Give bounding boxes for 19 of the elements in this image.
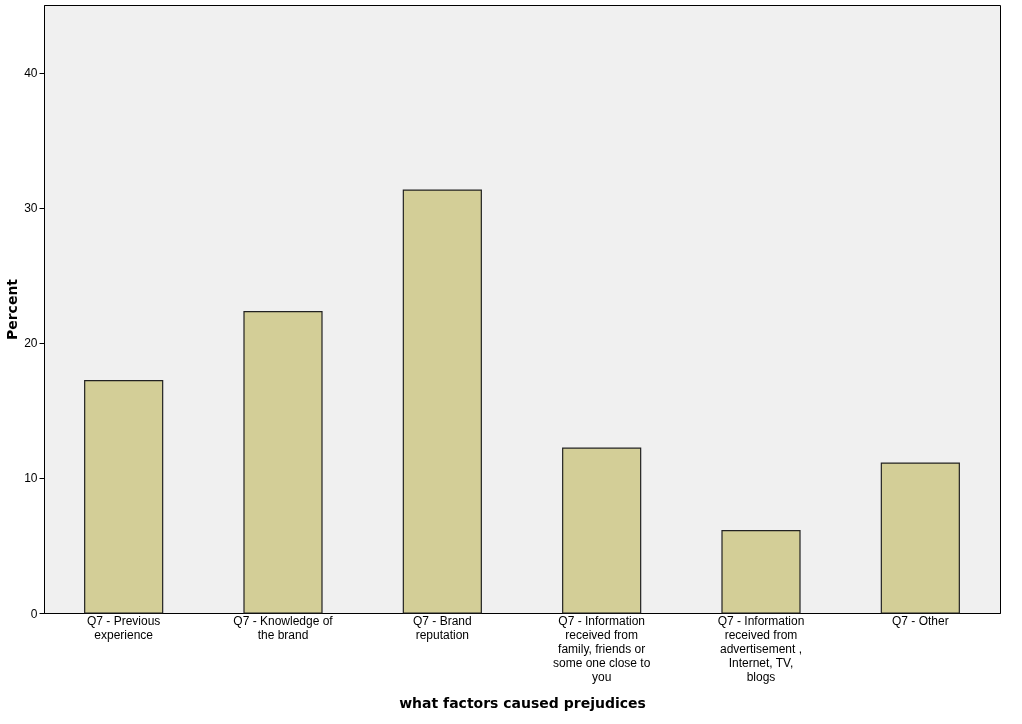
x-tick-label: Q7 - Information received from advertisement , Internet, TV, blogs [717,613,805,684]
y-tick-label: 40 [24,66,38,81]
bar [402,189,482,614]
x-axis-title: what factors caused prejudices [399,694,646,711]
bar [84,380,164,614]
bar [243,311,323,614]
x-tick-label: Q7 - Brand reputation [412,613,472,642]
y-tick-label: 20 [24,336,38,351]
bar [562,447,642,614]
x-tick-label: Q7 - Information received from family, friends or some one close to you [552,613,651,684]
y-tick-label: 0 [30,606,38,621]
y-tick-label: 30 [24,201,38,216]
x-tick-label: Q7 - Previous experience [86,613,161,642]
y-axis-title: Percent [4,278,21,341]
y-tick-label: 10 [24,471,38,486]
bar [721,529,801,614]
x-tick-label: Q7 - Knowledge of the brand [233,613,334,642]
bar [880,462,960,614]
x-tick-label: Q7 - Other [891,613,949,628]
